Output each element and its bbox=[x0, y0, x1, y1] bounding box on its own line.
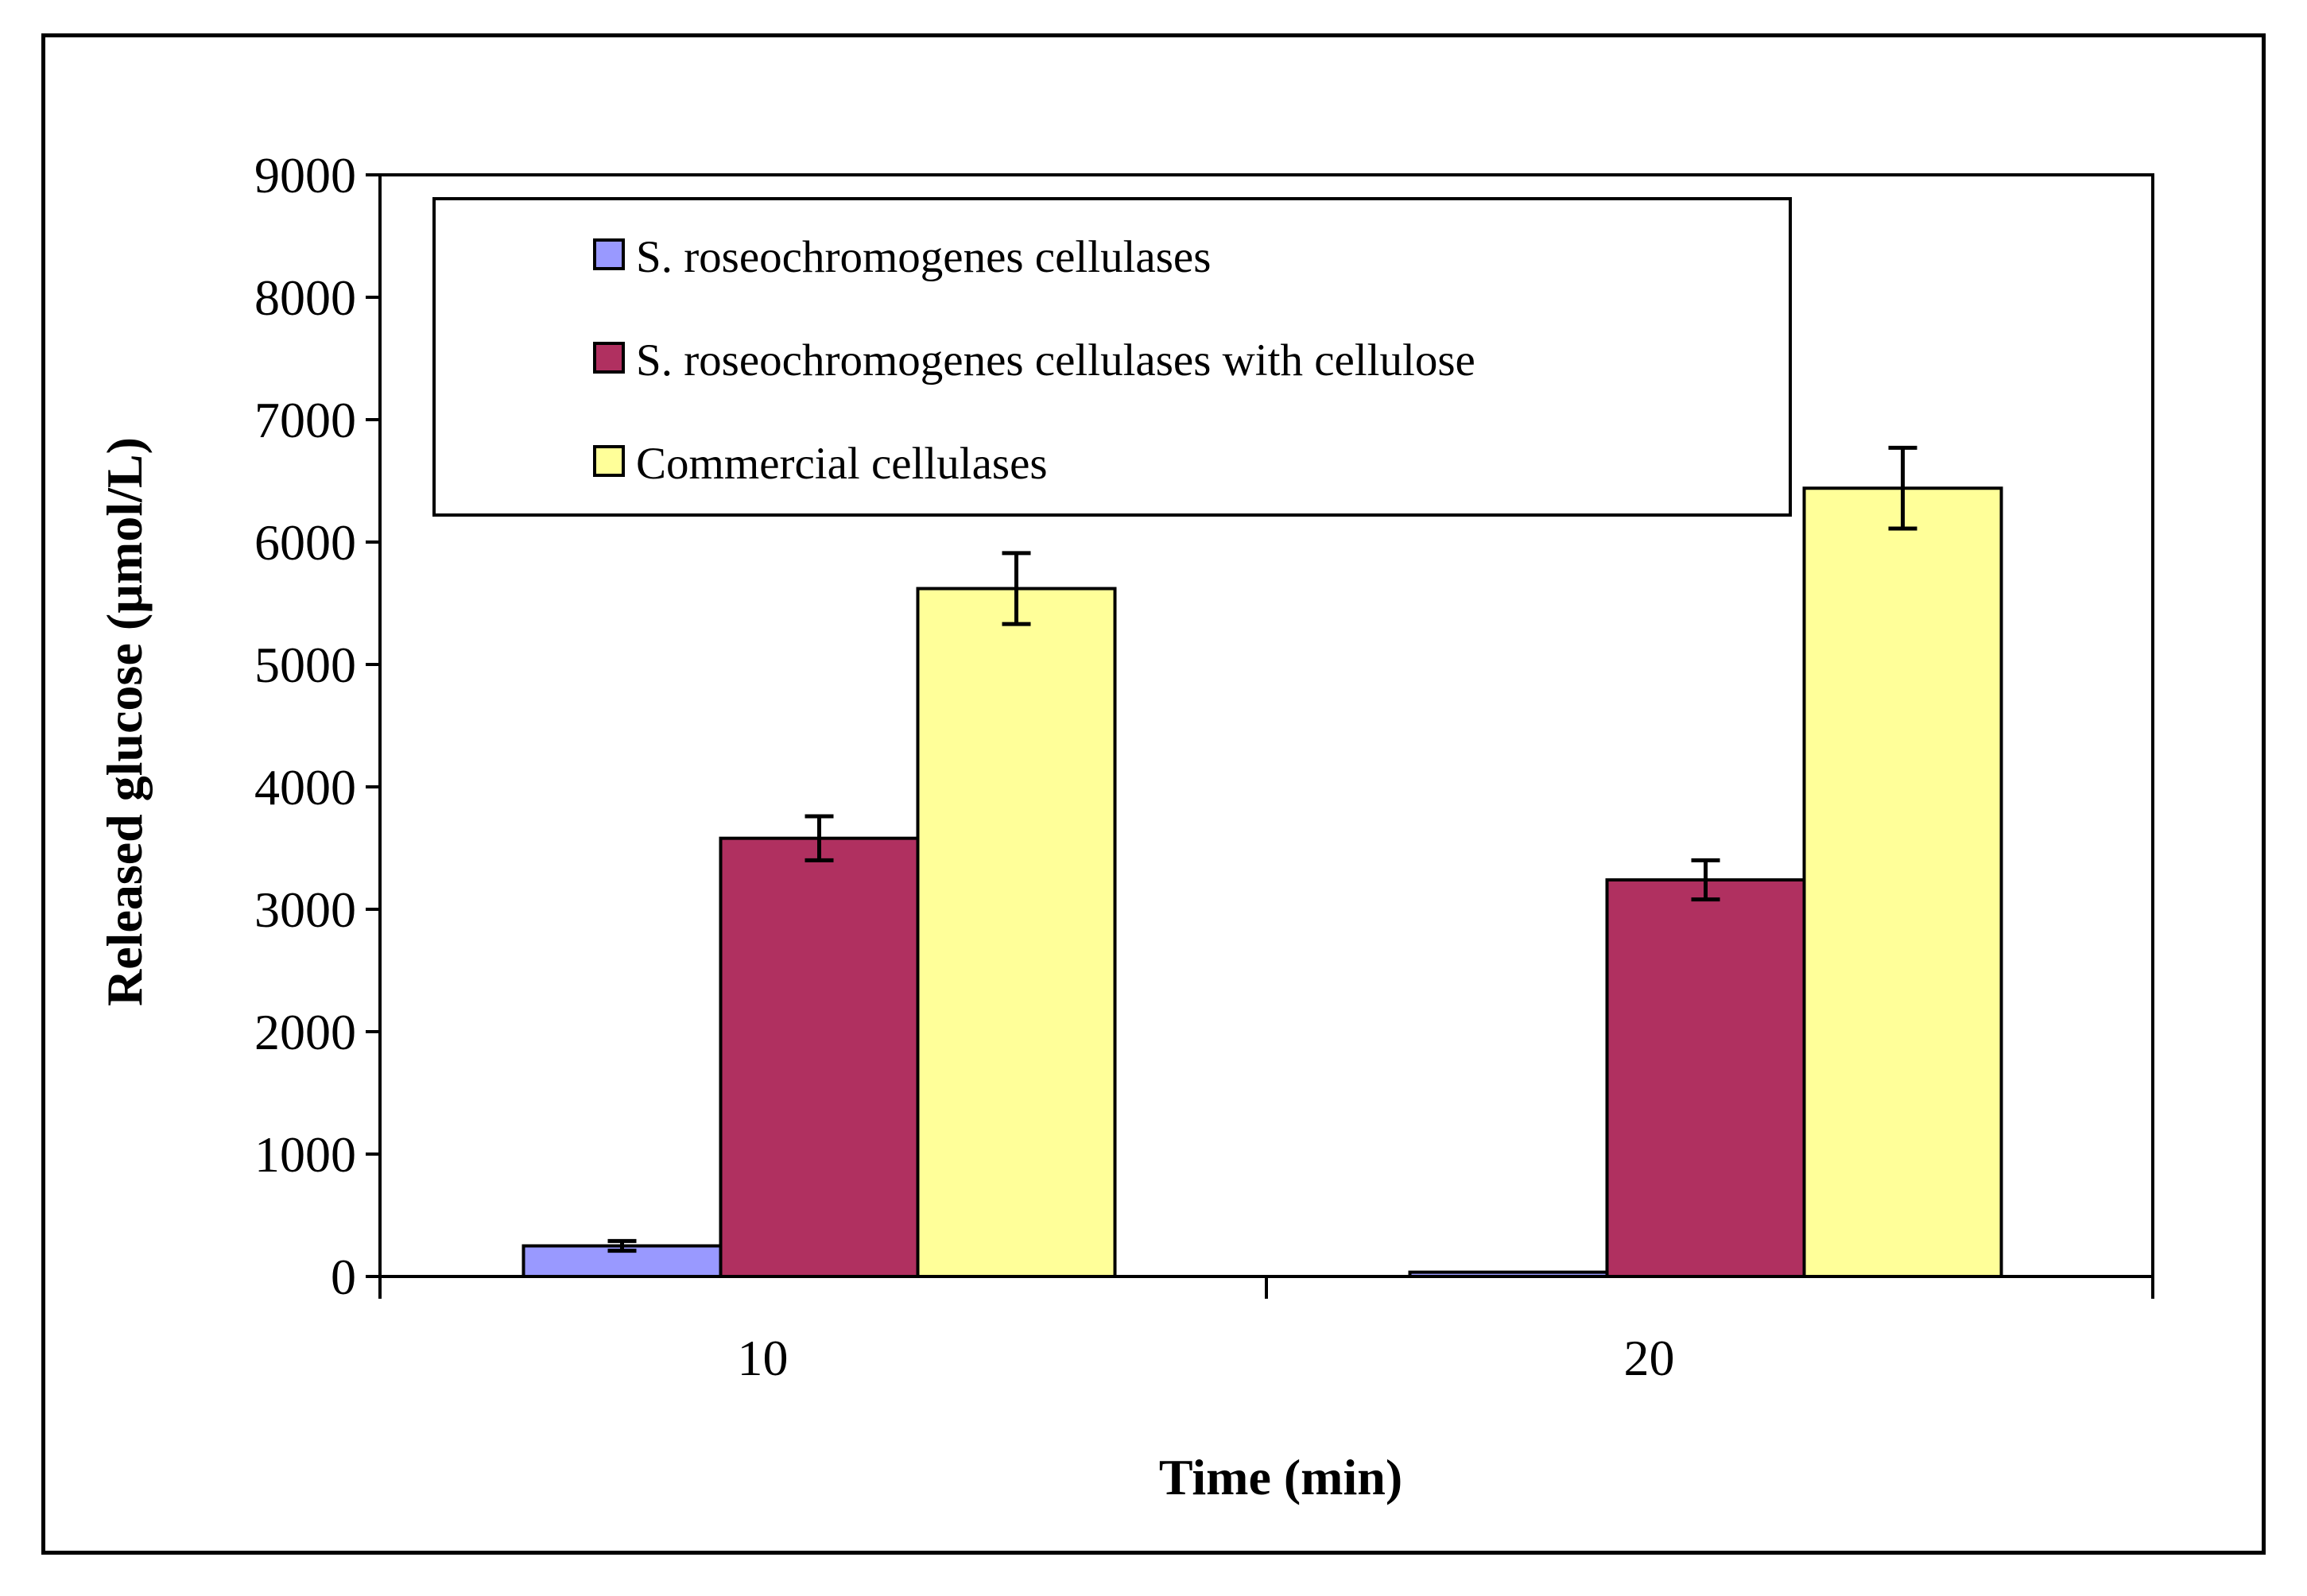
x-tick-label: 20 bbox=[1624, 1330, 1675, 1386]
legend-box bbox=[432, 197, 1792, 517]
x-tick-label: 10 bbox=[738, 1330, 789, 1386]
x-axis: 10 20 bbox=[378, 1276, 2154, 1386]
legend: S. roseochromogenes cellulases S. roseoch… bbox=[432, 197, 1792, 517]
legend-swatch bbox=[593, 445, 625, 477]
bar bbox=[1605, 878, 1806, 1279]
y-tick-label: 6000 bbox=[254, 514, 356, 571]
y-tick-label: 3000 bbox=[254, 881, 356, 938]
y-tick-label: 2000 bbox=[254, 1004, 356, 1060]
bar bbox=[916, 587, 1117, 1278]
legend-label: S. roseochromogenes cellulases with cell… bbox=[636, 335, 1475, 385]
bar bbox=[719, 836, 920, 1279]
y-tick-label: 7000 bbox=[254, 392, 356, 448]
legend-swatch bbox=[593, 238, 625, 270]
y-tick-label: 1000 bbox=[254, 1126, 356, 1183]
y-tick-label: 4000 bbox=[254, 759, 356, 815]
legend-label: Commercial cellulases bbox=[636, 439, 1048, 489]
y-axis-title: Released glucose (µmol/L) bbox=[96, 437, 153, 1006]
y-tick-label: 9000 bbox=[254, 147, 356, 203]
y-axis: 0 1000 2000 3000 4000 5000 6000 7000 8000 9000 bbox=[254, 147, 380, 1305]
legend-swatch bbox=[593, 342, 625, 374]
y-tick-label: 8000 bbox=[254, 269, 356, 326]
bars-layer bbox=[521, 445, 2003, 1279]
y-tick-label: 0 bbox=[331, 1249, 356, 1305]
y-tick-label: 5000 bbox=[254, 637, 356, 693]
legend-label: S. roseochromogenes cellulases bbox=[636, 232, 1211, 282]
legend-items: S. roseochromogenes cellulases S. roseoch… bbox=[593, 232, 1475, 489]
x-axis-title: Time (min) bbox=[1159, 1449, 1402, 1505]
bar bbox=[1408, 1270, 1609, 1278]
bar bbox=[1802, 486, 2003, 1278]
